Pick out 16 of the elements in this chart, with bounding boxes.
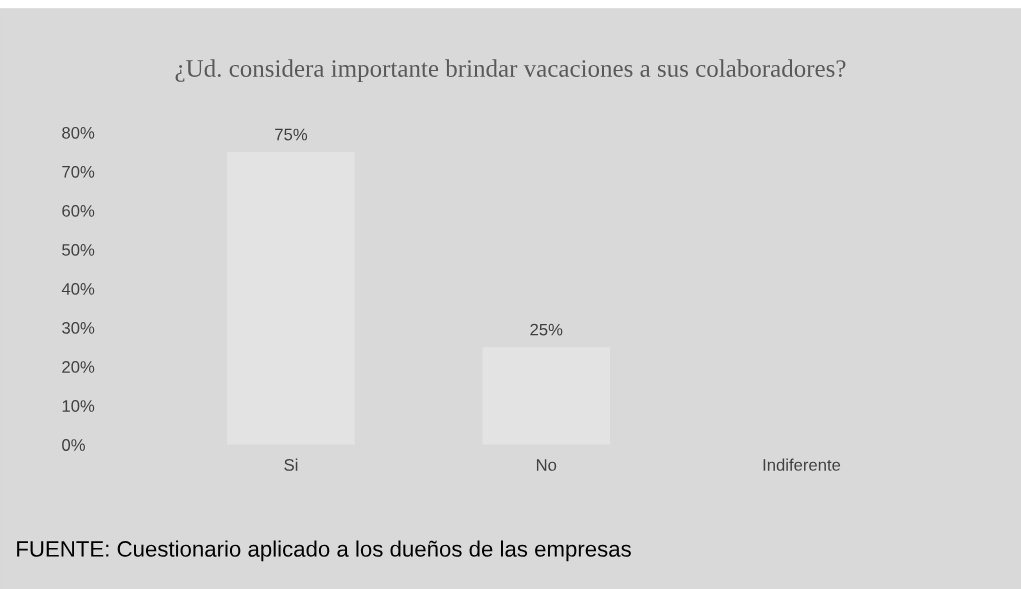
y-tick-label: 0% xyxy=(62,439,85,451)
x-tick-label: Indiferente xyxy=(763,458,841,471)
y-tick-label: 50% xyxy=(62,243,95,256)
chart-title: ¿Ud. considera importante brindar vacaciones a sus colaboradores? xyxy=(175,59,846,83)
data-label: 75% xyxy=(275,128,308,141)
y-tick-label: 30% xyxy=(62,322,95,334)
data-label: 25% xyxy=(530,323,563,336)
y-tick-label: 60% xyxy=(62,204,95,217)
y-tick-label: 40% xyxy=(61,283,95,295)
source-note: FUENTE: Cuestionario aplicado a los dueños de las empresas xyxy=(17,540,631,562)
y-tick-label: 80% xyxy=(62,126,95,139)
y-tick-label: 10% xyxy=(62,400,95,412)
x-tick-label: No xyxy=(536,459,557,471)
y-tick-label: 70% xyxy=(62,165,95,178)
y-tick-label: 20% xyxy=(62,361,95,373)
x-tick-label: Si xyxy=(284,458,298,471)
